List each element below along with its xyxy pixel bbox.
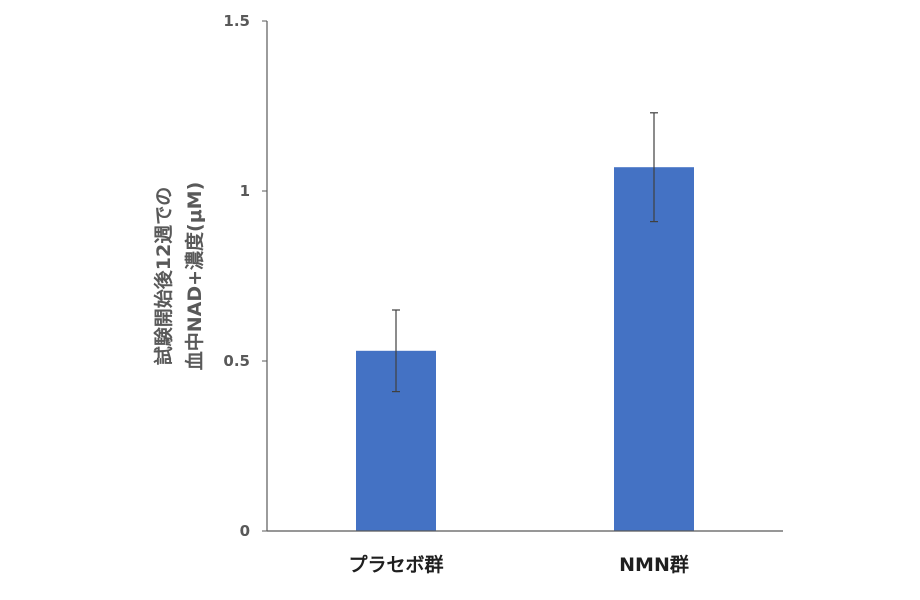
- y-axis-title-line-2: 血中NAD+濃度(μM): [183, 182, 206, 371]
- axes: [266, 21, 783, 532]
- bar-2: [614, 167, 694, 531]
- category-label-2: NMN群: [619, 553, 689, 576]
- y-axis-title-line-1: 試験開始後12週での: [152, 187, 175, 365]
- category-label-1: プラセボ群: [348, 553, 443, 576]
- y-tick-label: 1.5: [223, 12, 250, 30]
- x-axis-categories: プラセボ群 NMN群: [348, 553, 688, 576]
- error-bars: [392, 112, 658, 393]
- y-axis-title: 試験開始後12週での 血中NAD+濃度(μM): [152, 182, 206, 371]
- y-tick-label: 0.5: [223, 352, 250, 370]
- bars: [356, 167, 694, 531]
- y-tick-label: 1: [240, 182, 250, 200]
- y-axis-ticks: 0 0.5 1 1.5: [223, 12, 267, 540]
- y-tick-label: 0: [240, 522, 250, 540]
